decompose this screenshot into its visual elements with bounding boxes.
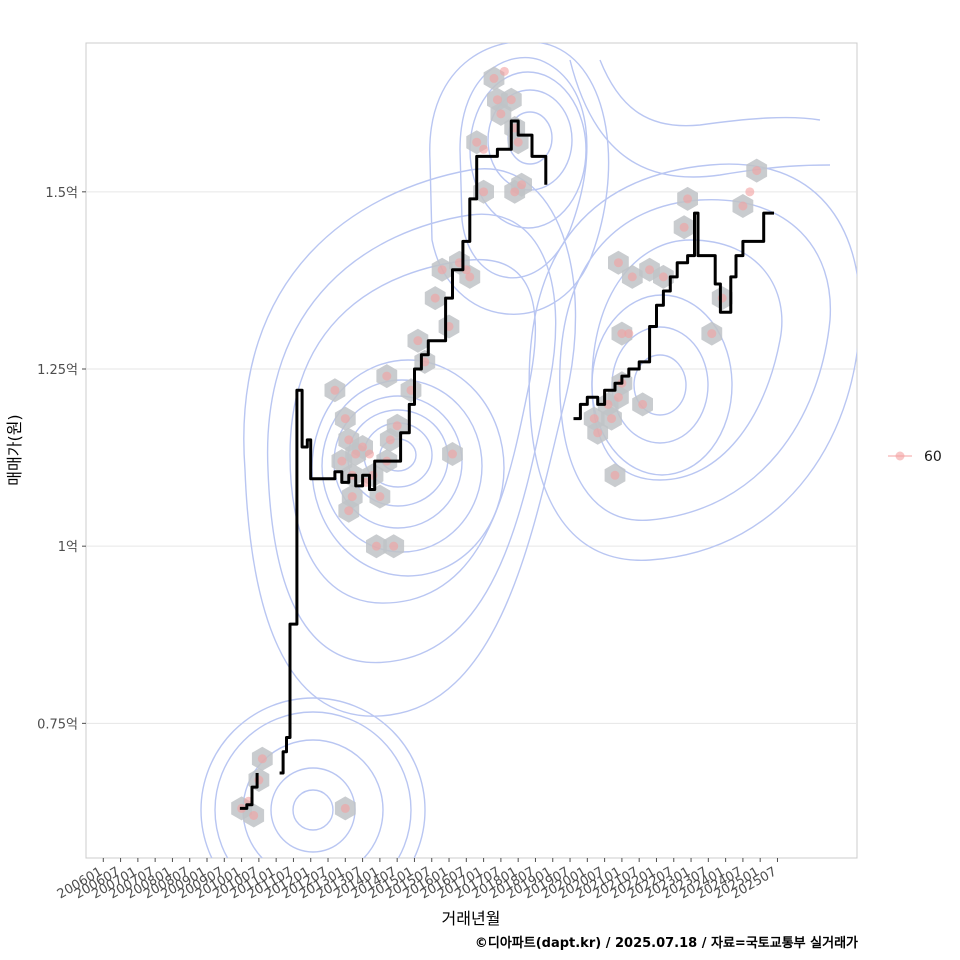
scatter-point [371,541,381,551]
scatter-point [472,137,482,147]
scatter-point [492,95,502,105]
scatter-point [679,222,689,232]
y-tick-label: 1억 [58,540,78,555]
plot-panel-background [85,42,858,859]
trend-line-segment [573,211,774,421]
scatter-point [347,492,357,502]
scatter-point [617,329,627,339]
grid-lines [86,191,857,724]
scatter-point [375,492,385,502]
scatter-point [340,803,350,813]
scatter-point [330,385,340,395]
scatter-point [738,201,748,211]
scatter-point [624,329,634,339]
scatter-point [496,109,506,119]
scatter-points [237,66,762,820]
scatter-point [447,449,457,459]
scatter-point [752,166,762,176]
scatter-point [513,137,523,147]
scatter-point [645,265,655,275]
scatter-point [489,73,499,83]
caption: ©디아파트(dapt.kr) / 2025.07.18 / 자료=국토교통부 실… [475,935,858,951]
legend: 60 [888,449,942,465]
scatter-point [613,392,623,402]
scatter-point [351,449,361,459]
scatter-point [430,293,440,303]
scatter-point [340,414,350,424]
trend-line-segment [239,773,259,810]
scatter-point [479,144,489,154]
scatter-point [745,187,755,197]
scatter-point [607,414,617,424]
scatter-point [389,541,399,551]
axis-ticks: 0.75억1억1.25억1.5억200601200607200701200707… [37,186,779,902]
scatter-point [413,336,423,346]
scatter-point [627,272,637,282]
scatter-point [593,428,603,438]
scatter-point [365,449,375,459]
scatter-point [683,194,693,204]
scatter-point [465,272,475,282]
trend-line-segment [279,119,548,775]
y-tick-label: 1.25억 [37,363,78,378]
scatter-point [337,456,347,466]
legend-point [895,451,905,461]
scatter-point [517,180,527,190]
scatter-point [499,66,509,76]
y-tick-label: 0.75억 [37,717,78,732]
scatter-point [479,187,489,197]
price-trend-line [239,119,774,810]
scatter-point [437,265,447,275]
scatter-point [358,442,368,452]
scatter-point [344,506,354,516]
y-tick-label: 1.5억 [45,186,78,201]
x-axis-title: 거래년월 [442,909,501,928]
scatter-point [707,329,717,339]
scatter-point [382,371,392,381]
scatter-point [613,258,623,268]
scatter-point [506,95,516,105]
scatter-point [610,470,620,480]
scatter-point [385,435,395,445]
legend-label: 60 [924,449,942,465]
scatter-point [589,414,599,424]
scatter-point [249,810,259,820]
scatter-point [392,421,402,431]
scatter-point [344,435,354,445]
scatter-point [638,399,648,409]
scatter-point [510,187,520,197]
scatter-point [257,754,267,764]
y-axis-title: 매매가(원) [5,414,24,485]
scatter-point [658,272,668,282]
